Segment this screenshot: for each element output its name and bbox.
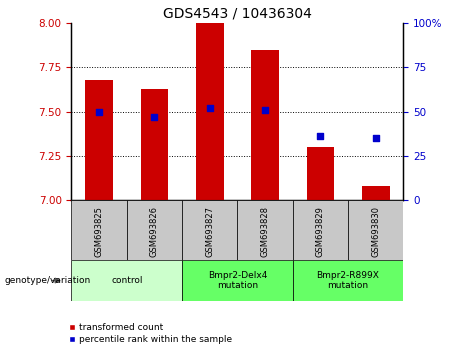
Title: GDS4543 / 10436304: GDS4543 / 10436304 bbox=[163, 6, 312, 21]
Text: Bmpr2-R899X
mutation: Bmpr2-R899X mutation bbox=[317, 271, 379, 290]
Bar bbox=[141, 88, 168, 200]
Bar bbox=[362, 186, 390, 200]
Text: control: control bbox=[111, 276, 142, 285]
Bar bbox=[127, 200, 182, 260]
Text: GSM693826: GSM693826 bbox=[150, 206, 159, 257]
Bar bbox=[182, 200, 237, 260]
Bar bbox=[293, 260, 403, 301]
Text: GSM693827: GSM693827 bbox=[205, 206, 214, 257]
Point bbox=[206, 105, 213, 111]
Bar bbox=[71, 260, 182, 301]
Point bbox=[151, 114, 158, 120]
Text: GSM693829: GSM693829 bbox=[316, 206, 325, 257]
Bar bbox=[182, 260, 293, 301]
Text: GSM693828: GSM693828 bbox=[260, 206, 270, 257]
Text: genotype/variation: genotype/variation bbox=[5, 276, 91, 285]
Bar bbox=[348, 200, 403, 260]
Point bbox=[95, 109, 103, 114]
Bar bbox=[85, 80, 113, 200]
Point bbox=[261, 107, 269, 113]
Legend: transformed count, percentile rank within the sample: transformed count, percentile rank withi… bbox=[65, 320, 236, 348]
Text: Bmpr2-Delx4
mutation: Bmpr2-Delx4 mutation bbox=[208, 271, 267, 290]
Point bbox=[317, 133, 324, 139]
Text: GSM693830: GSM693830 bbox=[371, 206, 380, 257]
Text: GSM693825: GSM693825 bbox=[95, 206, 104, 257]
Bar bbox=[251, 50, 279, 200]
Bar bbox=[196, 23, 224, 200]
Bar bbox=[71, 200, 127, 260]
Bar bbox=[293, 200, 348, 260]
Bar bbox=[307, 147, 334, 200]
Point bbox=[372, 135, 379, 141]
Bar bbox=[237, 200, 293, 260]
